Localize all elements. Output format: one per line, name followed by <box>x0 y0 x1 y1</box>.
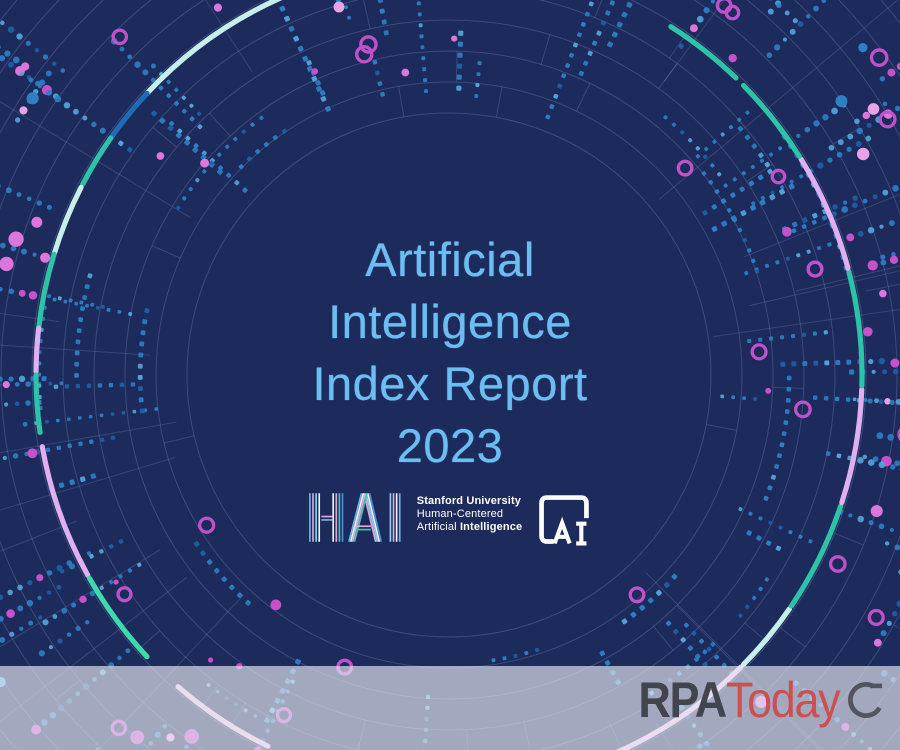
brand-today-text: Today <box>725 672 841 728</box>
org-line-2: Human-Centered <box>416 507 504 520</box>
circular-arrow-icon <box>848 682 883 718</box>
ai-index-bracket <box>539 495 590 544</box>
org-line-3: Artificial Intelligence <box>416 520 523 533</box>
footer-band <box>0 666 900 750</box>
brand-rpa-text: RPA <box>638 672 727 728</box>
title-line-1: Artificial <box>365 233 535 286</box>
ai-letter-a <box>552 516 572 545</box>
stanford-hai-logo <box>308 493 401 542</box>
rpa-today-wordmark: RPAToday <box>638 672 841 728</box>
rpa-today-logo: RPAToday <box>616 674 888 726</box>
report-title: Artificial Intelligence Index Report 202… <box>0 229 900 477</box>
ai-index-logo <box>539 495 590 546</box>
title-line-3: Index Report <box>312 357 588 410</box>
logo-row: Stanford University Human-Centered Artif… <box>0 491 900 549</box>
org-name-block: Stanford University Human-Centered Artif… <box>417 491 523 534</box>
ai-letter-i <box>576 521 587 546</box>
title-line-2: Intelligence <box>328 295 572 348</box>
title-line-4: 2023 <box>396 419 504 472</box>
org-line-1: Stanford University <box>416 495 522 507</box>
